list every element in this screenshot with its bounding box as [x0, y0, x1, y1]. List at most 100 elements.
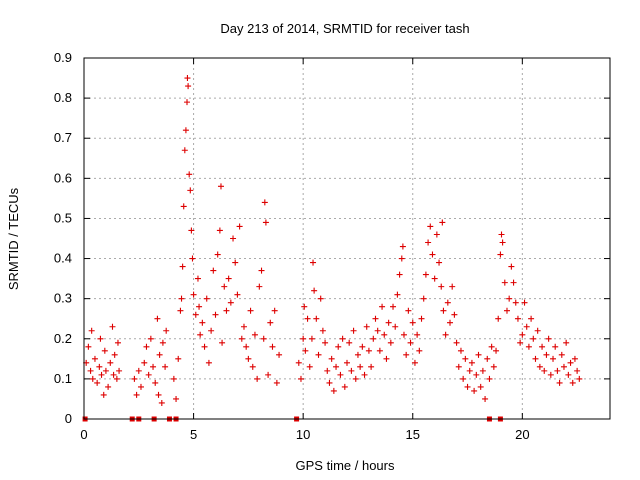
data-point	[440, 307, 447, 314]
data-point	[276, 351, 283, 358]
data-point	[111, 351, 118, 358]
data-point	[223, 307, 230, 314]
data-point	[405, 307, 412, 314]
y-tick-label: 0.7	[54, 130, 72, 145]
data-point	[523, 323, 530, 330]
data-point	[547, 371, 554, 378]
data-point	[256, 283, 263, 290]
data-point	[354, 351, 361, 358]
data-point	[363, 323, 370, 330]
data-point	[262, 219, 269, 226]
data-point	[392, 323, 399, 330]
data-point	[503, 307, 510, 314]
data-point	[438, 283, 445, 290]
data-point	[411, 359, 418, 366]
data-point	[322, 339, 329, 346]
data-point	[379, 303, 386, 310]
data-point	[514, 315, 521, 322]
data-point	[317, 295, 324, 302]
data-point	[530, 335, 537, 342]
data-point	[506, 295, 513, 302]
data-point	[558, 351, 565, 358]
x-tick-label: 20	[515, 427, 529, 442]
data-point	[152, 379, 159, 386]
data-point	[205, 359, 212, 366]
data-point	[94, 379, 101, 386]
data-point	[346, 339, 353, 346]
data-point	[482, 395, 489, 402]
data-point	[315, 351, 322, 358]
data-point	[170, 375, 177, 382]
grid-lines	[83, 57, 610, 420]
data-point	[295, 359, 302, 366]
data-point	[475, 351, 482, 358]
data-point	[451, 311, 458, 318]
data-point	[422, 271, 429, 278]
data-point	[212, 311, 219, 318]
data-point	[335, 343, 342, 350]
data-point	[188, 227, 195, 234]
data-point	[221, 283, 228, 290]
data-point	[477, 383, 484, 390]
data-point	[208, 327, 215, 334]
data-point	[359, 343, 366, 350]
y-axis-label: SRMTID / TECUs	[6, 187, 21, 290]
data-point	[493, 347, 500, 354]
data-point	[479, 367, 486, 374]
data-point	[197, 331, 204, 338]
data-point	[466, 367, 473, 374]
data-point	[227, 299, 234, 306]
data-point	[133, 391, 140, 398]
y-tick-label: 0.3	[54, 291, 72, 306]
data-point	[328, 355, 335, 362]
data-point	[543, 351, 550, 358]
data-point	[158, 399, 165, 406]
data-point	[574, 367, 581, 374]
data-point	[571, 355, 578, 362]
data-point	[203, 295, 210, 302]
data-point	[230, 235, 237, 242]
data-point	[396, 271, 403, 278]
data-point	[175, 355, 182, 362]
data-point	[418, 315, 425, 322]
data-point	[313, 315, 320, 322]
data-point	[552, 343, 559, 350]
data-point	[495, 315, 502, 322]
y-tick-label: 0.2	[54, 331, 72, 346]
data-point	[232, 259, 239, 266]
data-point	[517, 339, 524, 346]
data-point	[236, 223, 243, 230]
data-point	[249, 363, 256, 370]
plot-frame	[83, 57, 611, 420]
data-point	[182, 127, 189, 134]
data-point	[554, 367, 561, 374]
data-point	[462, 355, 469, 362]
data-point	[372, 315, 379, 322]
data-point	[179, 263, 186, 270]
data-point	[186, 171, 193, 178]
data-point	[258, 267, 265, 274]
data-point	[265, 371, 272, 378]
data-point	[416, 347, 423, 354]
data-point	[141, 359, 148, 366]
data-point	[381, 331, 388, 338]
data-point	[403, 351, 410, 358]
data-point	[486, 375, 493, 382]
data-point	[350, 327, 357, 334]
data-point	[189, 255, 196, 262]
data-point	[383, 355, 390, 362]
data-point	[85, 343, 92, 350]
data-point	[178, 295, 185, 302]
data-point	[319, 327, 326, 334]
data-point	[269, 343, 276, 350]
data-point	[442, 331, 449, 338]
data-point	[357, 363, 364, 370]
data-point	[337, 371, 344, 378]
data-point	[196, 303, 203, 310]
data-point	[563, 339, 570, 346]
data-point	[425, 239, 432, 246]
data-point	[216, 227, 223, 234]
data-point	[240, 323, 247, 330]
data-point	[498, 231, 505, 238]
